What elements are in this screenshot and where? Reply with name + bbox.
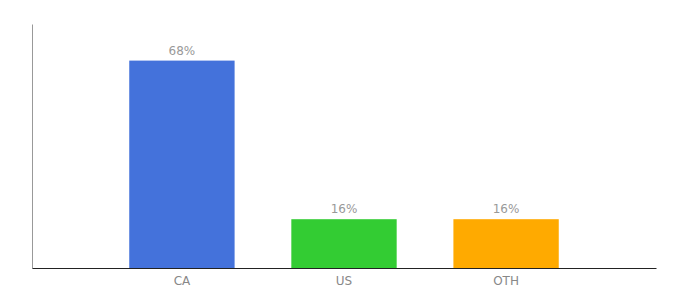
x-tick-label: CA bbox=[174, 274, 191, 288]
data-label: 68% bbox=[169, 44, 196, 58]
y-axis bbox=[32, 25, 33, 269]
plot: CA US OTH 68% 16% 16% bbox=[33, 25, 657, 288]
data-label: 16% bbox=[331, 202, 358, 216]
x-axis-line bbox=[33, 268, 657, 269]
x-tick-label: US bbox=[336, 274, 352, 288]
x-axis: CA US OTH bbox=[33, 268, 657, 288]
x-tick: CA bbox=[174, 268, 191, 288]
y-axis-line bbox=[32, 25, 33, 269]
x-tick-label: OTH bbox=[493, 274, 519, 288]
data-labels: 68% 16% 16% bbox=[169, 44, 520, 217]
bar bbox=[453, 219, 558, 268]
x-tick: US bbox=[336, 268, 352, 288]
bars bbox=[129, 61, 559, 268]
bar bbox=[129, 61, 234, 268]
chart: CA US OTH 68% 16% 16% bbox=[0, 0, 680, 300]
chart-container: CA US OTH 68% 16% 16% bbox=[0, 0, 680, 300]
bar bbox=[291, 219, 396, 268]
data-label: 16% bbox=[493, 202, 520, 216]
x-tick: OTH bbox=[493, 268, 519, 288]
